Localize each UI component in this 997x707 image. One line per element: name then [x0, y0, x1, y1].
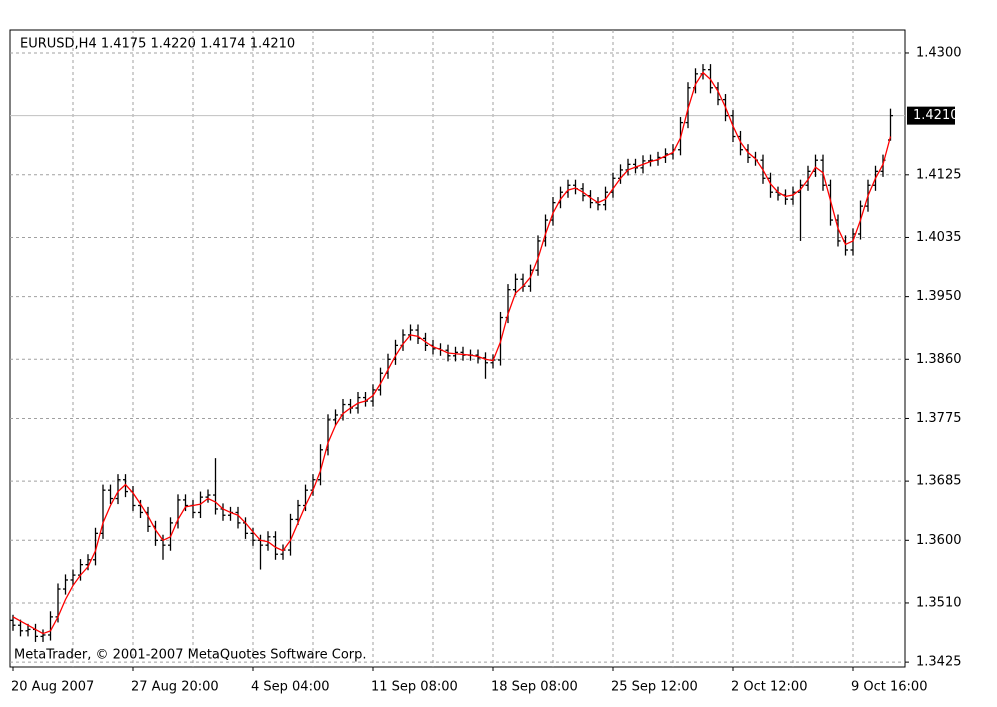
x-tick-label: 20 Aug 2007	[11, 680, 94, 695]
current-price-box	[907, 106, 955, 125]
x-tick-label: 4 Sep 04:00	[251, 680, 330, 695]
x-tick-label: 18 Sep 08:00	[491, 680, 578, 695]
y-tick-label: 1.3510	[916, 595, 962, 610]
y-tick-label: 1.3775	[916, 411, 962, 426]
y-tick-label: 1.4300	[916, 45, 962, 60]
plot-frame	[9, 29, 906, 668]
y-tick-label: 1.3950	[916, 289, 962, 304]
copyright: MetaTrader, © 2001-2007 MetaQuotes Softw…	[14, 648, 367, 663]
y-tick-label: 1.4035	[916, 230, 962, 245]
x-tick-label: 11 Sep 08:00	[371, 680, 458, 695]
x-tick-label: 25 Sep 12:00	[611, 680, 698, 695]
y-tick-label: 1.3600	[916, 533, 962, 548]
x-tick-label: 27 Aug 20:00	[131, 680, 219, 695]
x-tick-label: 2 Oct 12:00	[731, 680, 807, 695]
current-price-label: 1.4210	[913, 108, 959, 123]
y-tick-label: 1.4125	[916, 167, 962, 182]
y-tick-label: 1.3860	[916, 352, 962, 367]
y-tick-label: 1.3425	[916, 655, 962, 670]
y-tick-label: 1.3685	[916, 474, 962, 489]
moving-average	[12, 71, 892, 635]
x-tick-label: 9 Oct 16:00	[851, 680, 927, 695]
chart-title: EURUSD,H4 1.4175 1.4220 1.4174 1.4210	[20, 37, 295, 52]
